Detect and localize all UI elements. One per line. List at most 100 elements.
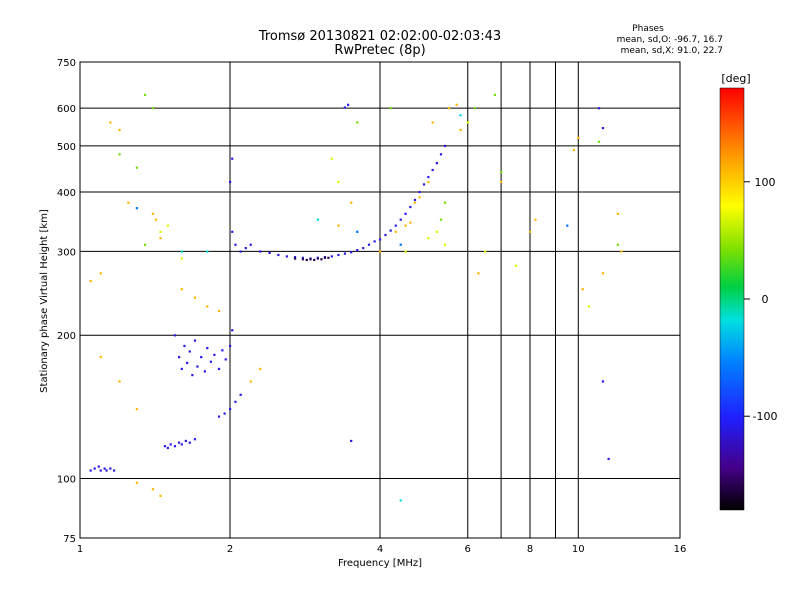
data-point — [239, 393, 242, 396]
data-point — [316, 257, 319, 260]
data-point — [394, 224, 397, 227]
data-point — [203, 370, 206, 373]
data-point — [459, 128, 462, 132]
data-point — [350, 439, 353, 443]
data-point — [367, 243, 371, 246]
y-tick-label: 750 — [57, 58, 76, 69]
data-point — [422, 183, 426, 186]
data-point — [177, 441, 181, 444]
data-point — [217, 367, 221, 371]
data-point — [159, 237, 162, 240]
data-point — [399, 243, 402, 246]
data-point — [389, 107, 392, 110]
data-point — [231, 230, 234, 233]
data-point — [249, 243, 252, 246]
data-point — [229, 180, 232, 184]
data-point — [409, 221, 412, 224]
data-point — [439, 218, 443, 221]
y-tick-label: 75 — [63, 534, 76, 545]
x-tick-label: 2 — [227, 544, 233, 555]
data-point — [143, 93, 147, 96]
data-point — [224, 358, 227, 361]
data-point — [493, 93, 497, 96]
x-tick-labels: 1 2 4 6 8 10 16 — [77, 544, 687, 555]
data-point — [169, 443, 172, 446]
phase-stats-x-line: mean, sd,X: 91.0, 22.7 — [621, 46, 723, 56]
data-point — [316, 218, 319, 221]
data-point — [534, 218, 537, 221]
data-point — [191, 374, 194, 377]
y-tick-label: 400 — [57, 188, 76, 199]
data-point — [601, 272, 605, 275]
data-point — [206, 347, 209, 350]
data-point — [399, 499, 402, 502]
data-point — [577, 136, 580, 139]
data-point — [89, 469, 92, 472]
data-point — [313, 258, 316, 262]
data-point — [572, 148, 576, 152]
data-point — [239, 250, 242, 253]
data-point — [159, 494, 162, 497]
data-point — [277, 253, 280, 257]
data-point — [477, 272, 480, 275]
data-point — [193, 438, 197, 441]
data-point — [323, 256, 327, 259]
data-point — [356, 230, 359, 233]
data-point — [309, 258, 312, 261]
data-point — [234, 400, 237, 403]
data-point — [620, 250, 623, 253]
data-point — [427, 175, 430, 179]
data-point — [346, 103, 350, 106]
data-point — [350, 251, 353, 254]
data-point — [337, 224, 340, 227]
data-point — [301, 256, 305, 259]
phase-stats-heading: Phases — [632, 24, 664, 34]
y-tick-label: 100 — [57, 475, 76, 486]
data-point — [379, 238, 382, 241]
data-point — [529, 230, 532, 233]
phase-stats-o-line: mean, sd,O: -96.7, 16.7 — [617, 35, 723, 45]
data-point — [180, 443, 183, 446]
data-point — [118, 128, 121, 132]
data-point — [418, 196, 421, 199]
data-point — [443, 201, 447, 204]
data-point — [154, 218, 158, 221]
data-point — [384, 233, 387, 237]
data-point — [399, 218, 402, 221]
data-point — [500, 171, 503, 174]
data-point — [616, 243, 619, 246]
data-point — [177, 356, 181, 359]
data-point — [143, 243, 147, 246]
data-point — [173, 334, 177, 337]
data-point — [455, 103, 458, 106]
data-point — [93, 467, 96, 470]
chart-title: Tromsø 20130821 02:02:00-02:03:43 — [258, 29, 501, 44]
data-point — [180, 288, 183, 291]
data-point — [188, 350, 191, 353]
data-point — [206, 250, 209, 253]
data-point — [473, 107, 477, 110]
colorbar — [719, 87, 745, 511]
x-axis-label: Frequency [MHz] — [338, 558, 422, 569]
data-point — [159, 230, 162, 233]
chart-subtitle: RwPretec (8p) — [334, 43, 425, 58]
data-point — [431, 168, 434, 172]
data-point — [459, 114, 462, 117]
x-tick-label: 1 — [77, 544, 83, 555]
data-point — [229, 344, 232, 348]
data-point — [200, 356, 203, 359]
data-point — [249, 380, 252, 383]
data-point — [112, 469, 116, 472]
data-point — [379, 250, 382, 253]
data-point — [597, 107, 601, 110]
data-point — [193, 296, 197, 299]
data-point — [217, 415, 221, 418]
data-point — [103, 467, 106, 470]
y-tick-labels: 75 100 200 300 400 500 600 750 — [57, 58, 76, 545]
data-point — [466, 121, 469, 124]
data-point — [231, 157, 234, 160]
data-point — [99, 272, 102, 275]
data-point — [99, 469, 102, 472]
data-point — [180, 367, 183, 371]
